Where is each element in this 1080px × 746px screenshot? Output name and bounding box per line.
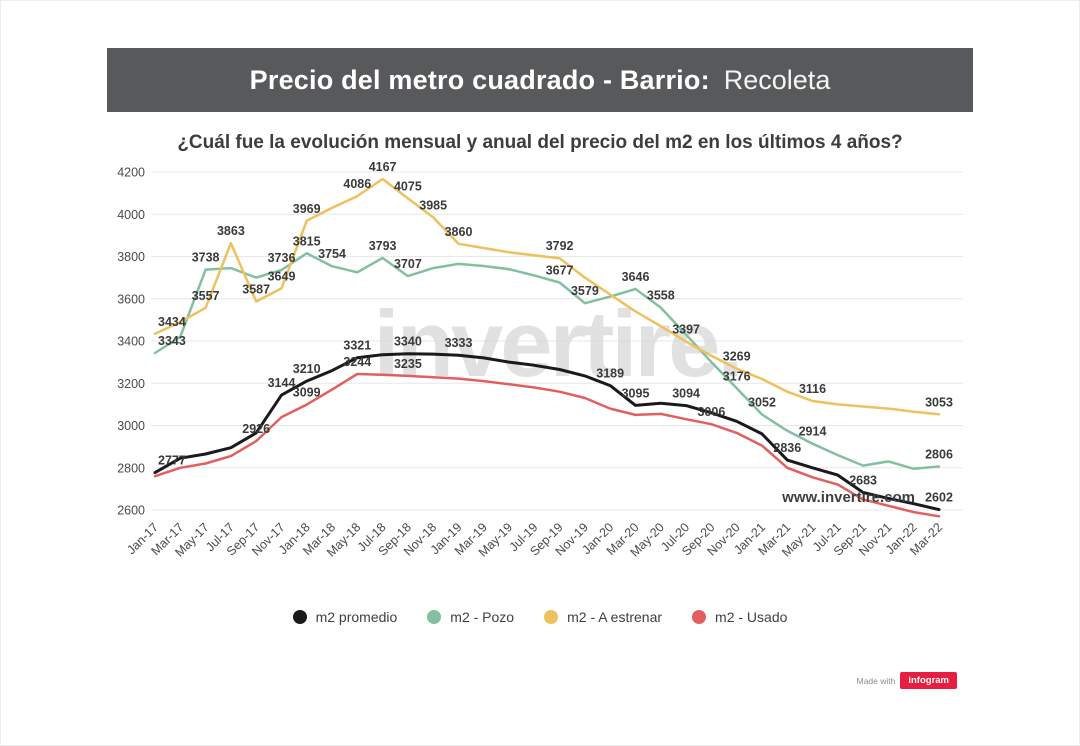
svg-text:2777: 2777 [158, 454, 186, 468]
svg-text:2926: 2926 [242, 422, 270, 436]
svg-text:2600: 2600 [117, 504, 145, 518]
chart-card: Precio del metro cuadrado - Barrio: Reco… [107, 48, 973, 625]
svg-text:3646: 3646 [622, 270, 650, 284]
legend-label: m2 promedio [315, 609, 398, 625]
svg-text:3099: 3099 [293, 386, 321, 400]
svg-text:3176: 3176 [723, 369, 751, 383]
svg-text:3792: 3792 [546, 239, 574, 253]
svg-text:3800: 3800 [117, 250, 145, 264]
svg-text:4167: 4167 [369, 160, 397, 174]
svg-text:3397: 3397 [672, 323, 700, 337]
svg-text:3434: 3434 [158, 315, 186, 329]
svg-text:3558: 3558 [647, 289, 675, 303]
svg-text:2914: 2914 [799, 425, 827, 439]
legend-color-dot [692, 610, 707, 624]
svg-text:2683: 2683 [849, 474, 877, 488]
legend-item-m2-promedio[interactable]: m2 promedio [292, 609, 398, 625]
series-line-m2-promedio[interactable] [153, 352, 941, 512]
infogram-badge-pill[interactable]: infogram [900, 672, 957, 689]
svg-text:3333: 3333 [445, 336, 473, 350]
series-line-m2-pozo[interactable] [153, 252, 941, 471]
svg-text:3557: 3557 [192, 289, 220, 303]
svg-text:3579: 3579 [571, 284, 599, 298]
watermark: invertire. [373, 291, 740, 396]
svg-text:3815: 3815 [293, 234, 321, 248]
page-title-barrio: Recoleta [723, 64, 831, 95]
svg-text:3144: 3144 [268, 376, 296, 390]
svg-text:4086: 4086 [343, 177, 371, 191]
svg-text:4200: 4200 [117, 166, 145, 180]
y-axis-labels: 2600 2800 3000 3200 3400 3600 3800 4000 4200 [117, 166, 145, 518]
legend-label: m2 - Usado [715, 609, 788, 625]
svg-text:3269: 3269 [723, 350, 751, 364]
svg-text:3600: 3600 [117, 292, 145, 306]
svg-text:3400: 3400 [117, 335, 145, 349]
svg-text:2800: 2800 [117, 461, 145, 475]
chart-area: 2600 2800 3000 3200 3400 3600 3800 4000 4200 inve… [107, 160, 973, 601]
x-axis-labels: Jan-17Mar-17May-17Jul-17Sep-17Nov-17Jan-… [124, 520, 945, 559]
svg-text:3969: 3969 [293, 202, 321, 216]
svg-text:3738: 3738 [192, 251, 220, 265]
svg-text:3677: 3677 [546, 264, 574, 278]
made-with-label: Made with [856, 675, 896, 686]
infogram-badge[interactable]: Made with infogram [857, 672, 957, 689]
legend-color-dot [292, 610, 307, 624]
page-title: Precio del metro cuadrado - Barrio: [249, 64, 710, 95]
header-bar: Precio del metro cuadrado - Barrio: Reco… [107, 48, 973, 112]
svg-text:3340: 3340 [394, 335, 422, 349]
svg-text:3053: 3053 [925, 395, 953, 409]
svg-text:3321: 3321 [343, 339, 371, 353]
svg-text:3210: 3210 [293, 362, 321, 376]
gridlines [151, 171, 963, 511]
svg-text:3860: 3860 [445, 225, 473, 239]
price-evolution-chart: 2600 2800 3000 3200 3400 3600 3800 4000 4200 inve… [117, 160, 963, 560]
svg-text:3189: 3189 [596, 367, 624, 381]
svg-text:2806: 2806 [925, 448, 953, 462]
svg-text:3649: 3649 [268, 269, 296, 283]
svg-text:3863: 3863 [217, 224, 245, 238]
legend-label: m2 - Pozo [450, 609, 515, 625]
svg-text:3985: 3985 [419, 198, 447, 212]
svg-text:2602: 2602 [925, 491, 953, 505]
svg-text:4075: 4075 [394, 179, 422, 193]
svg-text:3244: 3244 [343, 355, 371, 369]
point-labels-m2-usado: 2926 3099 3244 3235 3006 [242, 355, 725, 436]
chart-subtitle: ¿Cuál fue la evolución mensual y anual d… [177, 132, 903, 153]
svg-text:3094: 3094 [672, 387, 700, 401]
legend-item-m2-pozo[interactable]: m2 - Pozo [427, 609, 514, 625]
svg-text:3006: 3006 [697, 405, 725, 419]
svg-text:3736: 3736 [268, 251, 296, 265]
svg-text:3793: 3793 [369, 239, 397, 253]
legend-item-m2-a-estrenar[interactable]: m2 - A estrenar [544, 609, 662, 625]
series-line-m2-a-estrenar[interactable] [153, 177, 941, 416]
svg-text:4000: 4000 [117, 208, 145, 222]
chart-legend: m2 promedio m2 - Pozo m2 - A estrenar m2 - … [107, 609, 973, 625]
svg-text:2836: 2836 [773, 441, 801, 455]
legend-color-dot [427, 610, 442, 624]
series-line-m2-usado[interactable] [153, 372, 941, 518]
svg-text:3707: 3707 [394, 257, 422, 271]
svg-text:3052: 3052 [748, 396, 776, 410]
site-link[interactable]: www.invertire.com [781, 489, 915, 506]
svg-text:3200: 3200 [117, 377, 145, 391]
legend-label: m2 - A estrenar [567, 609, 663, 625]
legend-item-m2-usado[interactable]: m2 - Usado [692, 609, 787, 625]
svg-text:3587: 3587 [242, 283, 270, 297]
svg-text:3116: 3116 [799, 382, 826, 396]
svg-text:3754: 3754 [318, 247, 346, 261]
legend-color-dot [544, 610, 559, 624]
svg-text:3000: 3000 [117, 419, 145, 433]
svg-text:3095: 3095 [622, 386, 650, 400]
svg-text:3235: 3235 [394, 357, 422, 371]
svg-text:3343: 3343 [158, 334, 186, 348]
